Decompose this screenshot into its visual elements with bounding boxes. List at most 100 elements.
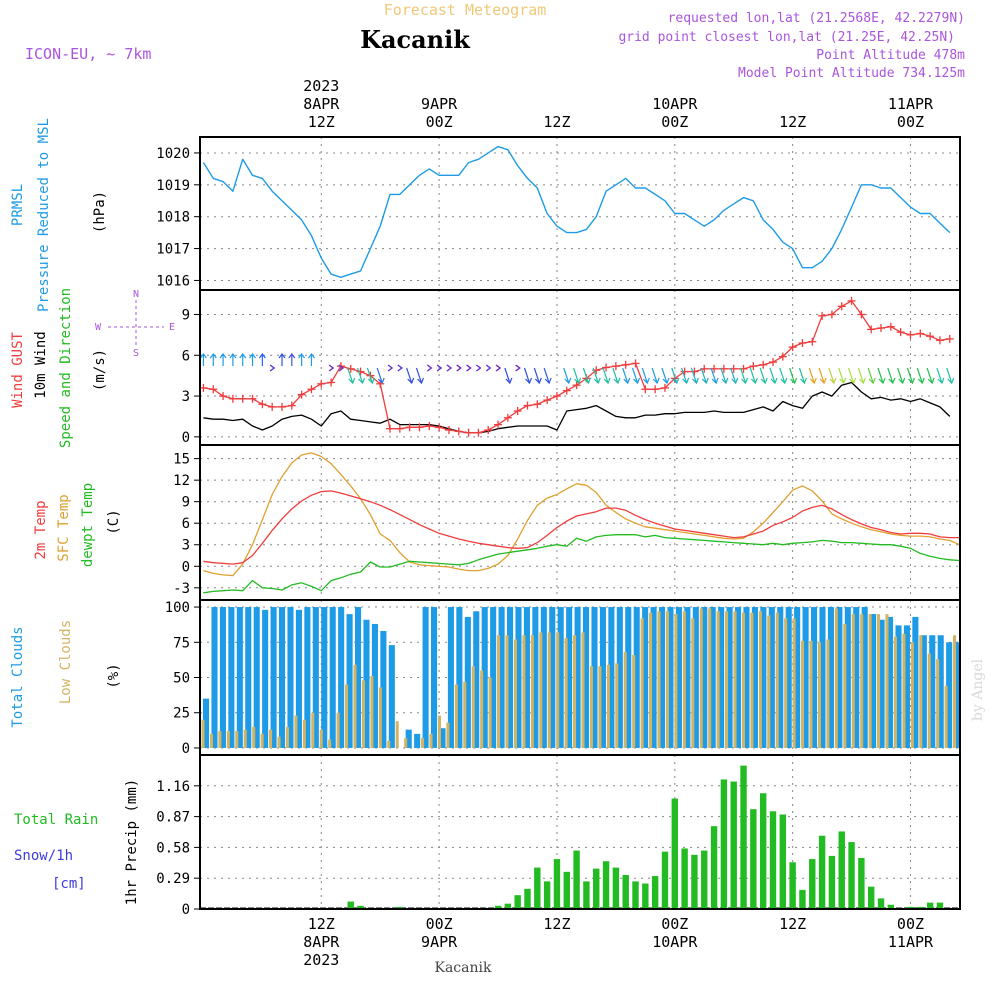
wind-arrow-head [269,364,276,372]
gust-marker [611,362,620,371]
wind-arrow [515,364,521,372]
total-cloud-bar [583,607,590,748]
gust-marker [906,330,915,339]
low-cloud-bar [285,726,289,748]
wind-arrow [808,367,817,385]
wind-arrow [641,367,650,385]
wind-arrow-head [288,353,296,359]
total-cloud-bar [532,607,539,748]
wind-arrow [730,367,739,385]
wind-arrow [533,367,542,385]
gust-marker [660,383,669,392]
bottom-time-label: 9APR [421,933,458,951]
total-cloud-bar [245,607,252,748]
wind-arrow-head [249,353,257,359]
wind-arrow-head [878,377,886,385]
wind-arrow-shaft [406,367,413,384]
total-cloud-bar [279,607,286,748]
wind-arrow-shaft [533,367,540,384]
wind-arrow-shaft [798,367,806,384]
rain-bar [543,881,551,909]
wind-arrow-shaft [631,367,639,384]
total-cloud-bar [616,607,623,748]
wind-arrow-shaft [356,367,364,384]
rain-bar [701,850,708,909]
gust-marker [474,428,483,437]
gust-marker [602,363,611,372]
gust-marker [533,400,542,409]
wind-arrow [759,367,768,385]
wind-arrow-head [278,353,286,359]
wind-arrow [700,367,709,385]
total-cloud-bar [692,607,699,748]
wind-arrow [347,367,356,385]
wind-arrow-head [721,377,729,385]
total-cloud-bar [760,607,767,748]
wind-arrow [582,367,591,385]
wind-arrow-head [613,377,621,385]
wind-arrow-head [603,377,611,385]
total-cloud-bar [954,642,961,748]
pressure-ytick-label: 1019 [156,178,190,194]
compass-rose: N S W E [95,289,175,359]
wind-arrow-head [377,377,385,385]
rain-bar [759,793,767,909]
total-cloud-bar [768,607,775,748]
total-cloud-bar [836,607,843,748]
bottom-time-label: 00Z [897,915,924,933]
gust-marker [641,385,650,394]
rain-bar [750,809,757,909]
wind-arrow [397,364,404,372]
low-cloud-bar [733,611,737,748]
wind-arrow-head [731,377,739,385]
low-cloud-bar [674,614,678,748]
total-cloud-bar [853,607,860,748]
temp-ytick-label: 3 [182,538,190,554]
wind-arrow-shaft [366,367,373,384]
wind-arrow [426,364,433,372]
temp-dewpt-line [203,534,960,594]
gust-marker [857,310,866,319]
wind-arrow [867,367,876,385]
total-cloud-bar [929,635,936,748]
wind-arrow-shaft [612,367,619,384]
temp-label-dew: dewpt Temp [80,483,96,567]
top-time-label: 12Z [543,113,570,131]
rain-bar [553,859,561,909]
low-cloud-bar [209,733,213,748]
total-cloud-bar [338,607,345,748]
wind-arrow-head [692,377,699,385]
low-cloud-bar [336,712,340,748]
rain-bar [789,862,796,909]
wind-arrow [446,364,453,372]
low-cloud-bar [851,614,855,748]
low-cloud-bar [927,653,931,748]
low-cloud-bar [750,612,754,748]
gust-marker [513,407,522,416]
total-cloud-bar [650,607,657,748]
precip-ytick-label: 0.29 [156,871,190,887]
rain-bar [936,902,944,909]
low-cloud-bar [345,684,349,748]
wind-arrow-shaft [573,367,580,384]
precip-label-snow: Snow/1h [14,848,73,864]
low-cloud-bar [708,608,712,748]
low-cloud-bar [640,618,644,748]
wind-arrow-shaft [867,367,874,384]
wind-arrow [681,367,690,385]
low-cloud-bar [404,738,408,748]
total-cloud-bar [473,611,480,748]
wind-arrow [877,367,886,385]
low-cloud-bar [725,611,729,748]
gust-marker [926,332,935,341]
gust-marker [788,343,797,352]
bottom-time-label: 00Z [426,915,453,933]
rain-bar [681,848,688,909]
wind-arrow-shaft [906,367,914,384]
low-cloud-bar [302,719,306,748]
panel-frame [199,136,961,291]
total-cloud-bar [464,616,471,748]
rain-bar [858,858,865,909]
gust-marker [896,328,905,337]
